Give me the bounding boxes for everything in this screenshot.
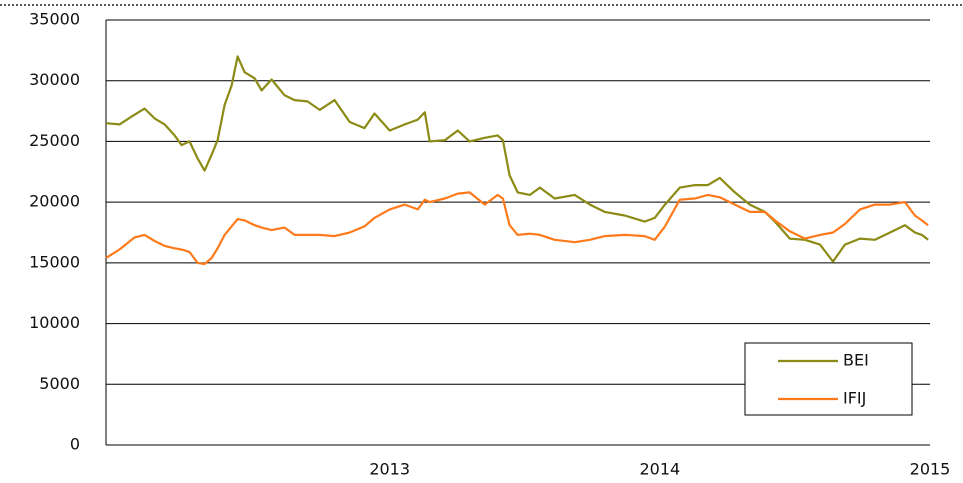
y-tick-label: 15000 [29, 252, 80, 271]
series-line [105, 191, 929, 266]
legend-box [744, 342, 913, 416]
y-tick-label: 25000 [29, 131, 80, 150]
y-tick-label: 35000 [29, 10, 80, 29]
y-tick-label: 30000 [29, 70, 80, 89]
x-tick-label: 2015 [910, 460, 951, 479]
legend-label: BEI [843, 351, 869, 370]
y-tick-label: 10000 [29, 313, 80, 332]
y-tick-label: 0 [70, 435, 80, 454]
legend-label: IFIJ [843, 389, 866, 408]
x-tick-label: 2014 [639, 460, 680, 479]
y-tick-label: 5000 [39, 374, 80, 393]
y-tick-label: 20000 [29, 192, 80, 211]
series-line [105, 55, 929, 263]
x-tick-label: 2013 [369, 460, 410, 479]
